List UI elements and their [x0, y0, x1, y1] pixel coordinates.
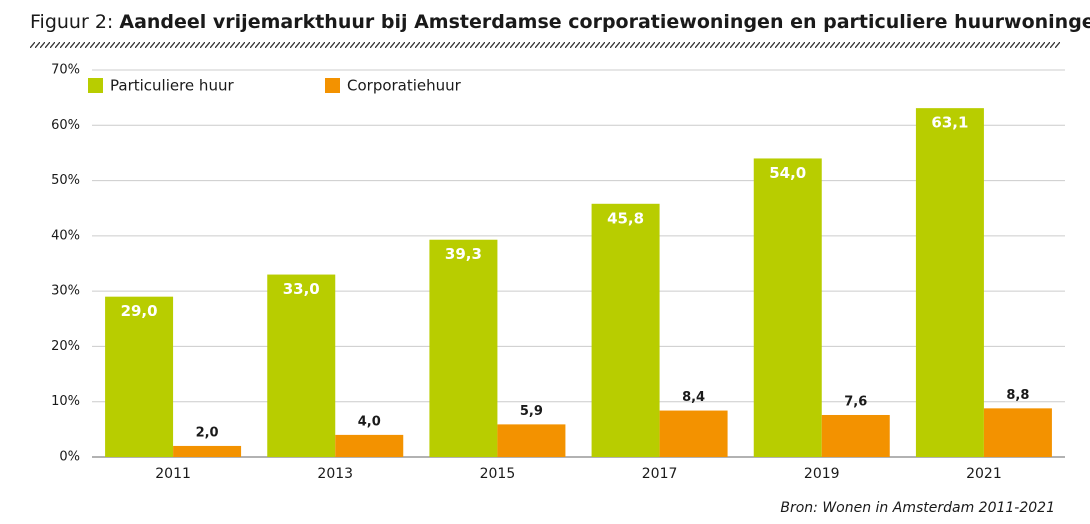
value-label: 5,9 [520, 404, 543, 419]
bar [173, 445, 242, 457]
y-tick-label: 40% [51, 228, 80, 243]
value-label: 45,8 [607, 209, 644, 227]
x-tick-label: 2015 [480, 466, 516, 482]
value-label: 8,8 [1006, 388, 1029, 403]
x-tick-label: 2017 [642, 466, 678, 482]
bar [659, 410, 728, 457]
y-tick-label: 60% [51, 118, 80, 133]
bar [105, 296, 174, 457]
x-tick-label: 2019 [804, 466, 840, 482]
value-label: 54,0 [769, 164, 806, 182]
value-label: 2,0 [196, 425, 219, 440]
figure-label: Figuur 2: [30, 11, 113, 33]
bar [497, 424, 566, 457]
bar [267, 274, 336, 457]
y-tick-label: 20% [51, 339, 80, 354]
bar [429, 239, 498, 457]
bar [983, 408, 1052, 457]
value-label: 4,0 [358, 414, 381, 429]
title-text: Aandeel vrijemarkthuur bij Amsterdamse c… [119, 11, 1090, 33]
x-tick-label: 2011 [155, 466, 191, 482]
x-tick-label: 2013 [317, 466, 353, 482]
source: Bron: Wonen in Amsterdam 2011-2021 [780, 500, 1055, 516]
bar [915, 108, 984, 457]
bar [335, 434, 404, 457]
value-label: 8,4 [682, 390, 705, 405]
y-tick-label: 0% [59, 450, 80, 465]
y-tick-label: 10% [51, 394, 80, 409]
value-label: 39,3 [445, 245, 482, 263]
chart-title: Figuur 2: Aandeel vrijemarkthuur bij Ams… [30, 11, 1090, 33]
value-label: 29,0 [121, 302, 158, 320]
bar [753, 158, 822, 457]
x-tick-label: 2021 [966, 466, 1002, 482]
legend-swatch [88, 78, 103, 93]
bar [591, 203, 660, 457]
y-tick-label: 30% [51, 284, 80, 299]
y-tick-label: 50% [51, 173, 80, 188]
y-tick-label: 70% [51, 63, 80, 78]
value-label: 7,6 [844, 394, 867, 409]
legend-label: Corporatiehuur [347, 77, 462, 95]
legend-swatch [325, 78, 340, 93]
value-label: 33,0 [283, 280, 320, 298]
bar [821, 414, 890, 457]
legend-label: Particuliere huur [110, 77, 234, 95]
title-rule [30, 42, 1060, 48]
value-label: 63,1 [931, 114, 968, 132]
